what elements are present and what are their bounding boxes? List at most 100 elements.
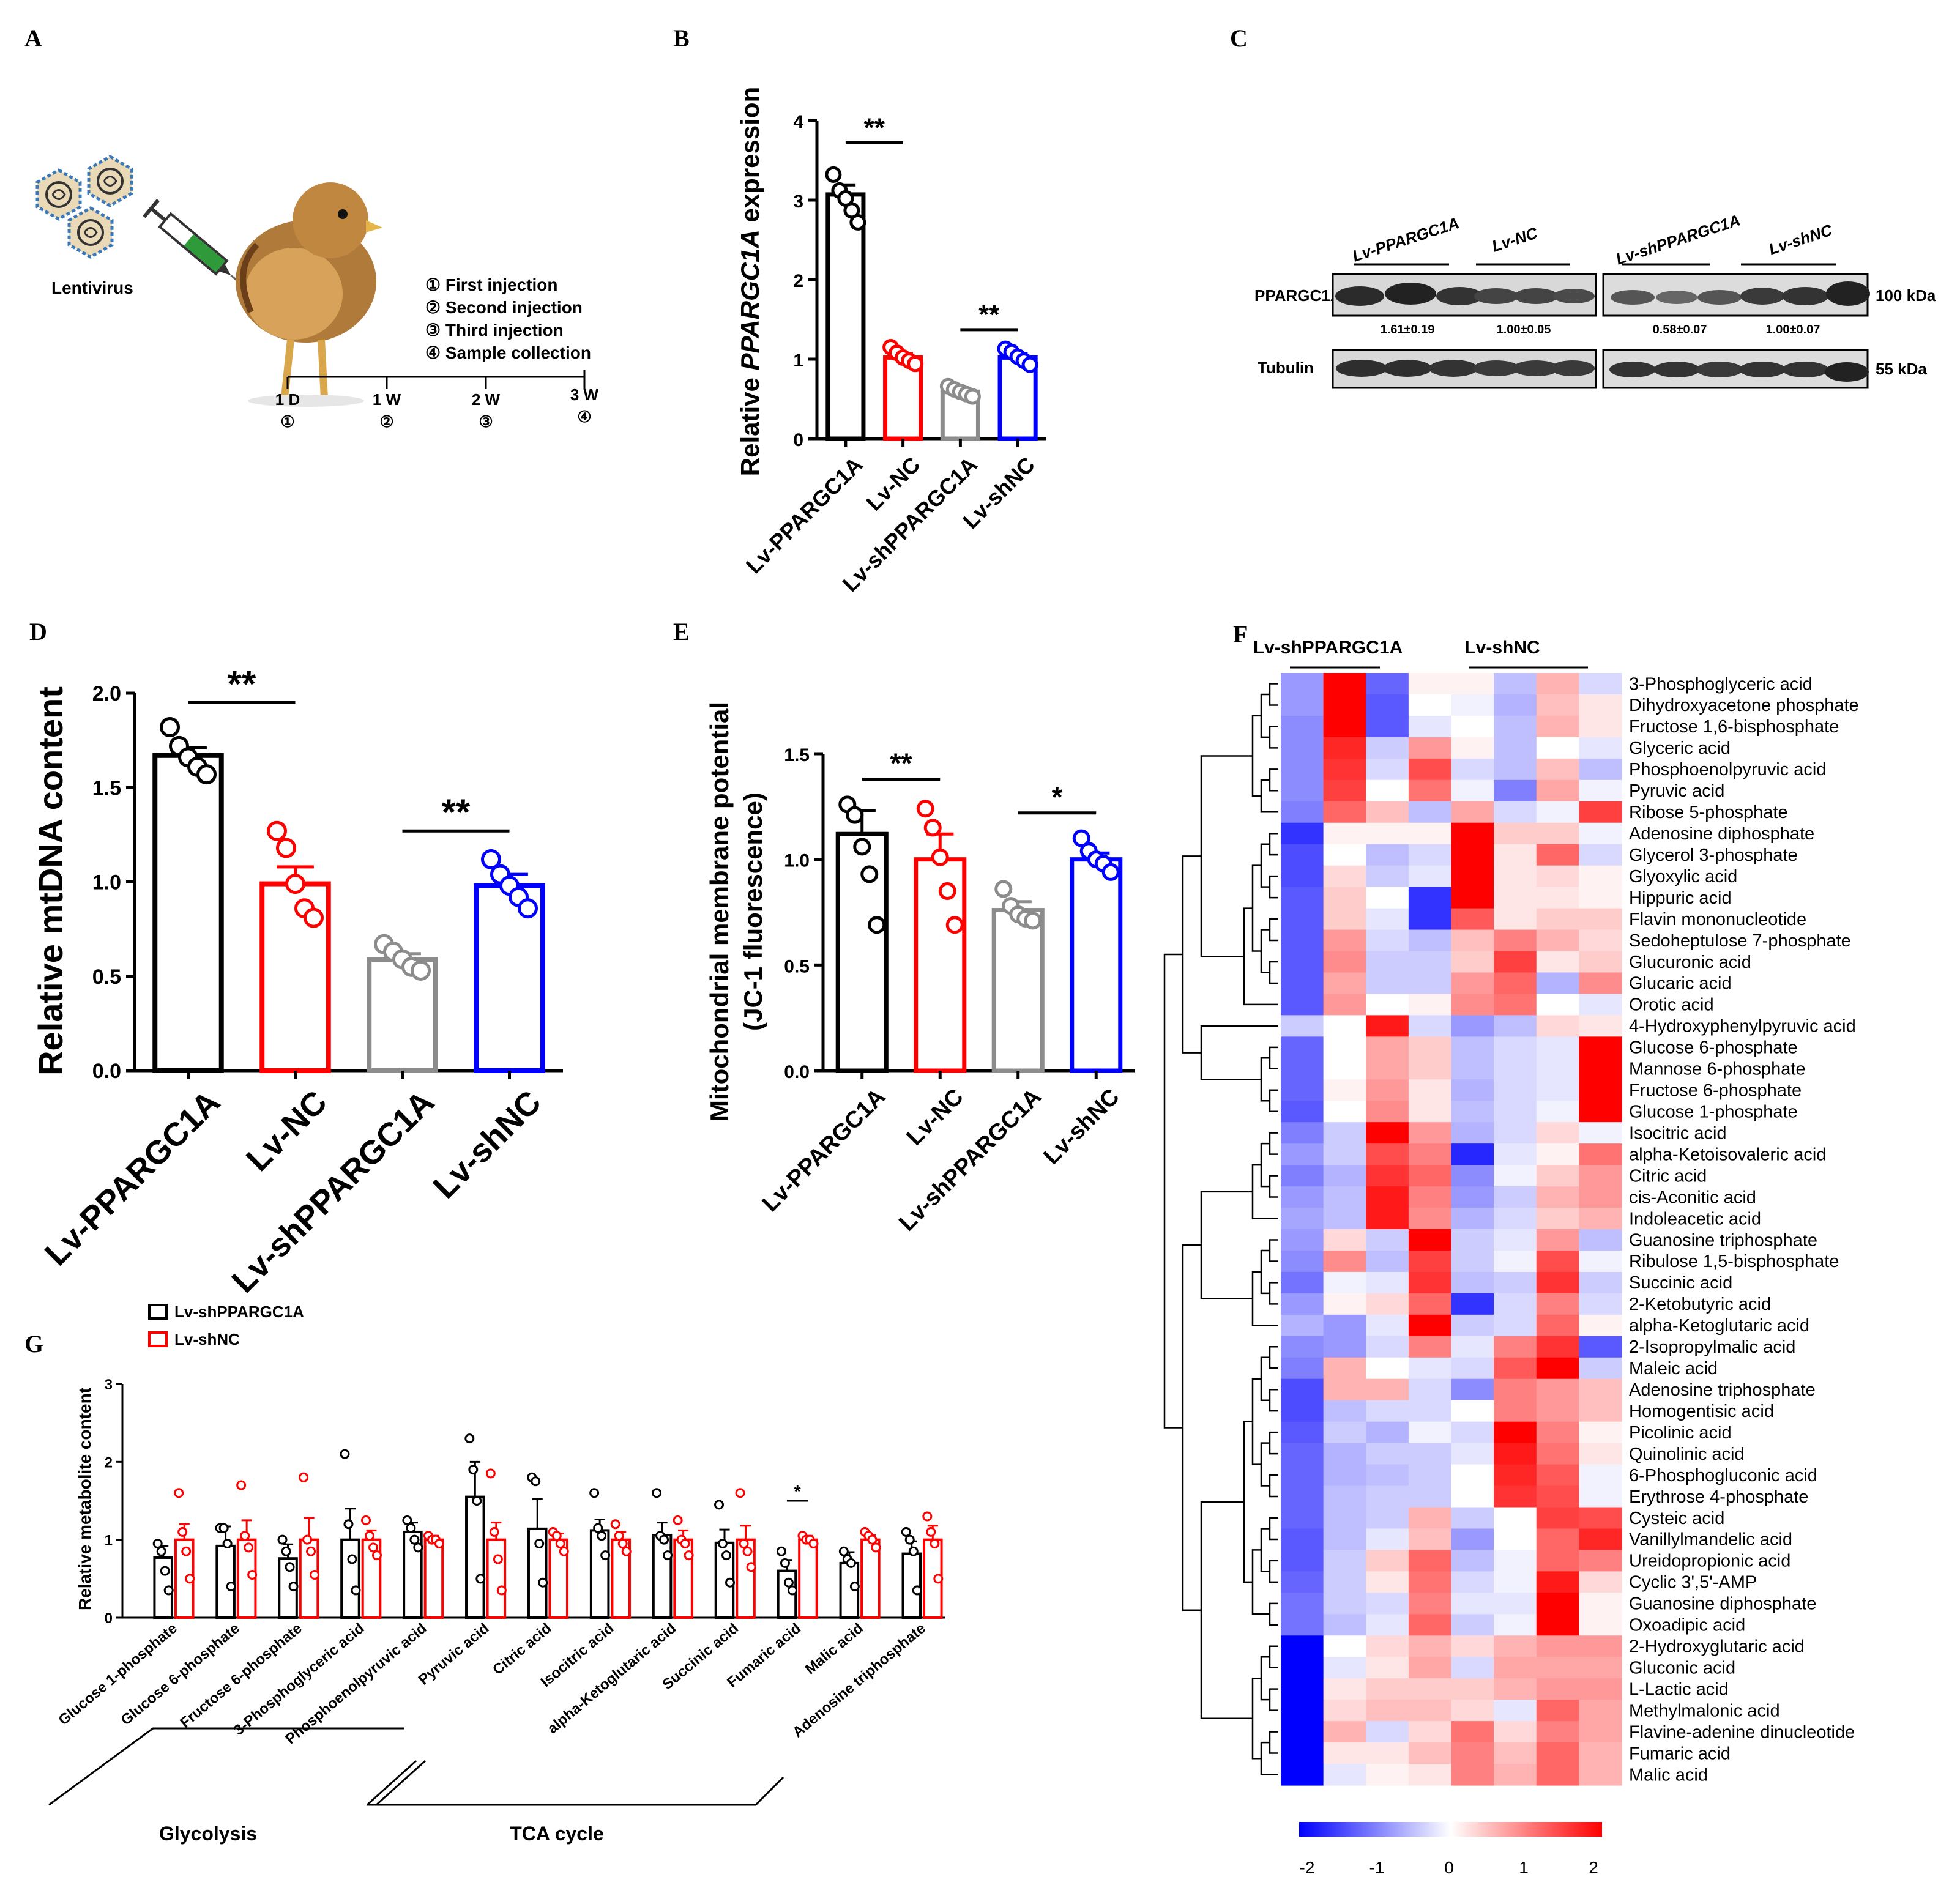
heatmap-cell — [1536, 1507, 1579, 1530]
heatmap-cell — [1579, 1550, 1622, 1572]
heatmap-cell — [1366, 1250, 1409, 1273]
heatmap-cell — [1451, 1229, 1494, 1251]
heatmap-cell — [1579, 1700, 1622, 1722]
heatmap-cell — [1281, 737, 1324, 759]
heatmap-row-label: Glyoxylic acid — [1629, 867, 1737, 887]
heatmap-cell — [1536, 887, 1579, 909]
data-point — [156, 1546, 166, 1556]
dendrogram-branch — [1269, 918, 1278, 942]
heatmap-cell — [1579, 1101, 1622, 1123]
y-tick-label: 1.0 — [784, 851, 810, 871]
data-point — [916, 800, 934, 818]
heatmap-cell — [1494, 1378, 1537, 1401]
heatmap-cell — [1494, 1485, 1537, 1508]
heatmap-cell — [1366, 1528, 1409, 1551]
dendrogram-branch — [1269, 961, 1278, 984]
heatmap-cell — [1366, 1058, 1409, 1080]
bar — [991, 908, 1045, 1073]
heatmap-cell — [1536, 1314, 1579, 1337]
heatmap-cell — [1366, 844, 1409, 866]
data-point — [368, 1542, 378, 1553]
heatmap-cell — [1451, 673, 1494, 695]
heatmap-cell — [1451, 1079, 1494, 1101]
data-point — [907, 355, 924, 373]
heatmap-cell — [1408, 737, 1452, 759]
data-point — [600, 1550, 611, 1561]
heatmap-cell — [1451, 1250, 1494, 1273]
heatmap-cell — [1536, 1015, 1579, 1037]
heatmap-cell — [1451, 1421, 1494, 1444]
data-point — [411, 960, 431, 981]
heatmap-cell — [1366, 1015, 1409, 1037]
heatmap-cell — [1323, 737, 1366, 759]
heatmap-cell — [1408, 951, 1452, 973]
blot-quant-3: 0.58±0.07 — [1653, 323, 1707, 336]
data-point — [559, 1546, 569, 1556]
heatmap-cell — [1366, 737, 1409, 759]
heatmap-cell — [1579, 994, 1622, 1016]
heatmap-cell — [1579, 822, 1622, 845]
heatmap-row-label: 4-Hydroxyphenylpyruvic acid — [1629, 1017, 1856, 1036]
heatmap-cell — [1494, 715, 1537, 738]
heatmap-cell — [1536, 1421, 1579, 1444]
data-point — [406, 1523, 416, 1533]
heatmap-row-label: Vanillylmandelic acid — [1629, 1530, 1792, 1550]
heatmap-cell — [1323, 1657, 1366, 1679]
data-point — [739, 1539, 749, 1549]
heatmap-cell — [1451, 1614, 1494, 1636]
heatmap-cell — [1451, 1593, 1494, 1615]
heatmap-row-label: cis-Aconitic acid — [1629, 1188, 1756, 1207]
heatmap-cell — [1579, 779, 1622, 802]
y-tick-label: 0 — [793, 430, 803, 450]
heatmap-cell — [1281, 1614, 1324, 1636]
blot-quant-4: 1.00±0.07 — [1766, 323, 1820, 336]
heatmap-cell — [1366, 673, 1409, 695]
data-point — [846, 806, 864, 824]
category-label: Lv-NC — [902, 1084, 969, 1151]
heatmap-row-label: Glucose 6-phosphate — [1629, 1038, 1798, 1058]
heatmap-cell — [1408, 1015, 1452, 1037]
heatmap-cell — [1408, 1700, 1452, 1722]
heatmap-cell — [1579, 737, 1622, 759]
heatmap-scale-ticks: -2 -1 0 1 2 — [1300, 1858, 1598, 1877]
dendrogram-branch — [1269, 1175, 1278, 1198]
category-label: Glucose 6-phosphate — [117, 1620, 242, 1729]
dendrogram-branch — [1269, 726, 1278, 749]
blot-ppargc1a-right — [1602, 273, 1870, 317]
heatmap-cell — [1536, 694, 1579, 716]
y-axis-title: Relative metabolite content — [75, 1388, 94, 1610]
bar — [652, 1534, 673, 1619]
heatmap-cell — [1451, 929, 1494, 952]
heatmap-cell — [1494, 1571, 1537, 1593]
heatmap-cell — [1281, 779, 1324, 802]
data-point — [196, 764, 217, 785]
significance-label: ** — [890, 747, 912, 779]
heatmap-cell — [1323, 758, 1366, 781]
heatmap-cell — [1579, 1742, 1622, 1764]
blot-group-label-1: Lv-PPARGC1A — [1350, 214, 1461, 266]
heatmap-cell — [1323, 1015, 1366, 1037]
heatmap-cell — [1366, 1036, 1409, 1058]
heatmap-cell — [1494, 1229, 1537, 1251]
heatmap-row-label: Glucose 1-phosphate — [1629, 1102, 1798, 1122]
dendrogram-branch — [1260, 693, 1270, 738]
data-point — [994, 880, 1013, 898]
panel-label-c: C — [1230, 24, 1248, 52]
heatmap-cell — [1366, 1464, 1409, 1487]
data-point — [926, 1526, 936, 1537]
heatmap-cell — [1323, 1571, 1366, 1593]
heatmap-cell — [1494, 1443, 1537, 1465]
data-point — [735, 1488, 745, 1498]
heatmap-cell — [1579, 1208, 1622, 1230]
heatmap-cell — [1281, 1443, 1324, 1465]
heatmap-row-label: 2-Isopropylmalic acid — [1629, 1337, 1795, 1357]
heatmap-row-label: Adenosine triphosphate — [1629, 1380, 1816, 1400]
legend-swatch-black — [148, 1304, 168, 1320]
heatmap-cell — [1281, 673, 1324, 695]
data-point — [725, 1577, 735, 1588]
heatmap-cell — [1281, 1485, 1324, 1508]
heatmap-cell — [1451, 1314, 1494, 1337]
heatmap-cell — [1494, 1015, 1537, 1037]
heatmap-cell — [1451, 972, 1494, 995]
blot-row-label-tubulin: Tubulin — [1258, 359, 1314, 377]
